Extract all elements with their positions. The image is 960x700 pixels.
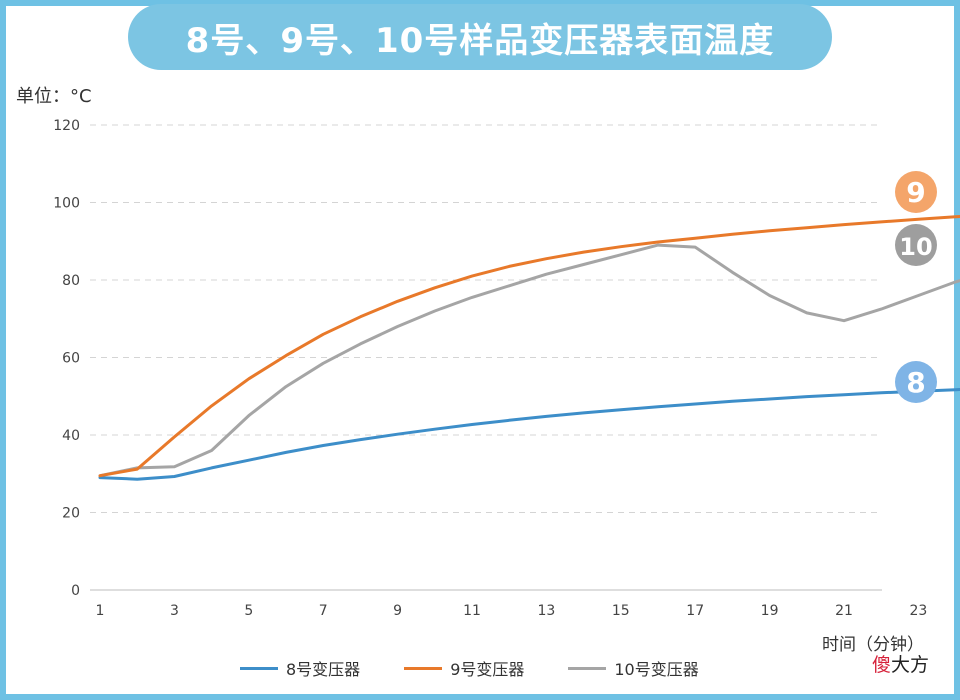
series-end-badge-10: [895, 224, 937, 266]
x-axis-unit-label: 时间（分钟）: [822, 635, 924, 655]
series-line-9: [98, 215, 960, 478]
series-end-badge-9: [895, 171, 937, 213]
brand-highlight: 傻: [872, 654, 892, 676]
legend-label-s9: 9号变压器: [450, 660, 525, 679]
x-tick-label-5: 5: [244, 603, 253, 619]
legend-label-s10: 10号变压器: [614, 660, 699, 679]
x-tick-label-1: 1: [96, 603, 105, 619]
brand-rest: 大方: [891, 654, 930, 676]
x-tick-label-9: 9: [393, 603, 402, 619]
legend-swatch-s8: [240, 666, 278, 670]
y-tick-label-40: 40: [62, 428, 80, 444]
y-tick-label-120: 120: [53, 118, 80, 134]
x-tick-label-3: 3: [170, 603, 179, 619]
series-end-label-10: 10: [899, 233, 932, 261]
y-tick-label-20: 20: [62, 506, 80, 522]
x-tick-label-19: 19: [761, 603, 779, 619]
chart-title: 8号、9号、10号样品变压器表面温度: [128, 4, 832, 70]
y-tick-label-0: 0: [71, 583, 80, 599]
legend-item-s8: 8号变压器: [240, 656, 360, 680]
x-tick-label-17: 17: [686, 603, 704, 619]
brand-logo-text: 傻大方: [872, 650, 929, 677]
legend-swatch-s10: [568, 666, 607, 670]
y-tick-label-80: 80: [62, 273, 80, 289]
x-tick-label-15: 15: [612, 603, 630, 619]
series-end-label-9: 9: [906, 176, 925, 209]
x-tick-label-13: 13: [537, 603, 555, 619]
x-tick-label-23: 23: [909, 603, 927, 619]
legend-swatch-s9: [404, 666, 443, 670]
x-tick-label-21: 21: [835, 603, 853, 619]
series-line-8: [98, 388, 960, 481]
chart-legend: 8号变压器 9号变压器 10号变压器: [240, 656, 699, 680]
y-tick-label-100: 100: [53, 196, 80, 212]
x-tick-label-11: 11: [463, 603, 481, 619]
y-axis-unit-label: 单位：°C: [16, 86, 92, 107]
x-tick-label-7: 7: [319, 603, 328, 619]
legend-item-s10: 10号变压器: [568, 656, 699, 680]
y-tick-label-60: 60: [62, 351, 80, 367]
legend-item-s9: 9号变压器: [404, 656, 524, 680]
series-line-10: [98, 243, 960, 478]
legend-label-s8: 8号变压器: [286, 660, 361, 679]
series-end-label-8: 8: [906, 366, 925, 399]
series-end-badge-8: [895, 361, 937, 403]
